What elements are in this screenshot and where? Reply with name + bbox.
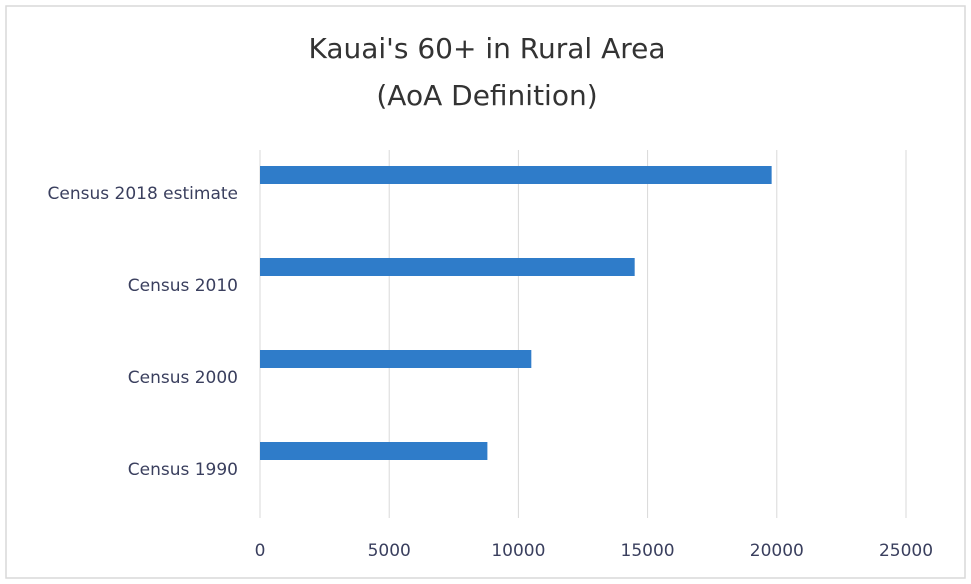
x-tick-label: 10000 [491,541,545,561]
bar [260,350,532,368]
x-tick-label: 15000 [621,541,675,561]
bar [260,166,772,184]
y-tick-label: Census 2000 [128,368,238,388]
x-tick-label: 25000 [879,541,933,561]
x-tick-label: 20000 [750,541,804,561]
y-tick-label: Census 2018 estimate [48,184,238,204]
bar [260,258,635,276]
x-tick-label: 0 [255,541,266,561]
bar [260,442,488,460]
chart-frame [5,5,966,579]
x-tick-label: 5000 [368,541,411,561]
y-tick-label: Census 1990 [128,460,238,480]
y-tick-label: Census 2010 [128,276,238,296]
chart-title: Kauai's 60+ in Rural Area [308,32,665,65]
chart-subtitle: (AoA Definition) [376,79,597,112]
